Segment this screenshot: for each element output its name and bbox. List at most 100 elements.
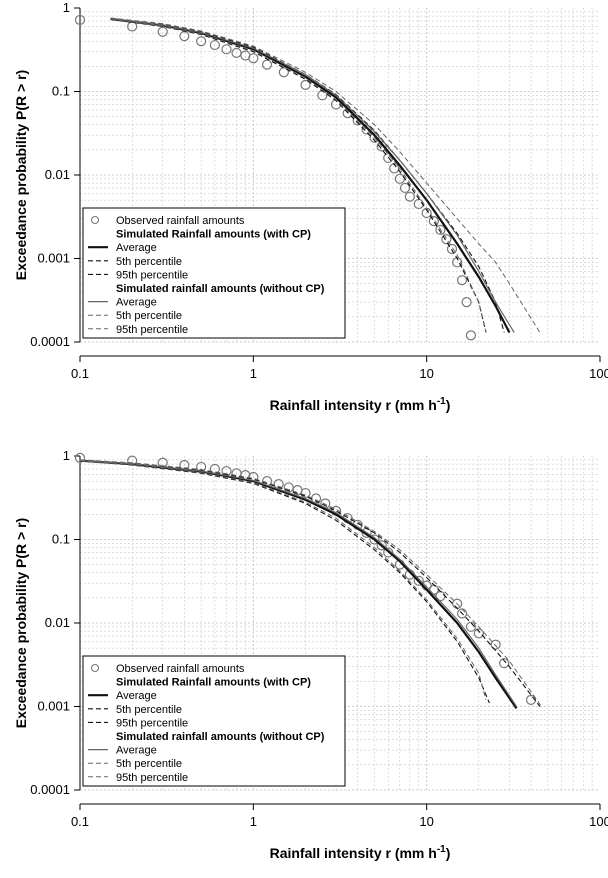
- x-tick-label: 0.1: [71, 366, 89, 381]
- data-point-observed: [300, 487, 311, 499]
- legend-cp-p5-label: 5th percentile: [116, 256, 182, 268]
- data-point-observed: [490, 639, 501, 650]
- x-tick-label: 100: [589, 814, 608, 829]
- series-line-nocp-p5: [79, 460, 487, 701]
- legend-cp-p95-label: 95th percentile: [116, 269, 188, 281]
- legend-box: [82, 655, 346, 787]
- x-axis-title-tail: ): [446, 845, 451, 861]
- y-tick-label: 0.0001: [30, 782, 70, 797]
- data-point-observed: [473, 628, 484, 639]
- legend-observed-label: Observed rainfall amounts: [116, 663, 245, 675]
- axes: 0.1 1 10 100 1 0.1 0.01 0.001 0.0001 Rainfall int…: [13, 448, 608, 861]
- legend-nocp-p5-label: 5th percentile: [116, 758, 182, 770]
- exceedance-chart-bottom: 0.1 1 10 100 1 0.1 0.01 0.001 0.0001 Rainfall int…: [13, 448, 608, 861]
- x-tick-label: 10: [419, 814, 433, 829]
- data-point-observed: [361, 124, 372, 135]
- y-tick-label: 1: [63, 448, 70, 463]
- y-tick-label: 0.001: [37, 251, 70, 266]
- data-point-observed: [179, 31, 190, 42]
- legend-nocp-p95-label: 95th percentile: [116, 324, 188, 336]
- series-line-nocp-average: [110, 17, 515, 333]
- axes: 0.1 1 10 100 1 0.1 0.01 0.001 0.0001 Rainfall int…: [13, 0, 608, 413]
- x-axis-title-main: Rainfall intensity r (mm h: [270, 397, 437, 413]
- x-axis-title-main: Rainfall intensity r (mm h: [270, 845, 437, 861]
- y-tick-label: 1: [63, 0, 70, 15]
- data-point-observed: [209, 39, 220, 51]
- series-line-cp-p5: [79, 460, 490, 704]
- legend: Observed rainfall amounts Simulated Rainf…: [82, 655, 346, 787]
- series-line-nocp-p95: [110, 17, 541, 333]
- legend-group-cp-label: Simulated Rainfall amounts (with CP): [116, 677, 311, 689]
- x-tick-label: 0.1: [71, 814, 89, 829]
- data-point-observed: [383, 547, 394, 558]
- x-axis-title: Rainfall intensity r (mm h-1): [270, 844, 451, 861]
- legend-group-nocp-label: Simulated rainfall amounts (without CP): [116, 731, 325, 743]
- data-point-observed: [283, 482, 294, 493]
- series-line-cp-p95: [110, 17, 505, 333]
- x-axis-title-tail: ): [446, 397, 451, 413]
- x-axis-title-sup: -1: [437, 844, 446, 855]
- legend-marker-observed: [90, 663, 100, 673]
- y-tick-label: 0.01: [45, 167, 70, 182]
- data-point-observed: [399, 182, 411, 194]
- legend-nocp-p5-label: 5th percentile: [116, 310, 182, 322]
- exceedance-chart-top: 0.1 1 10 100 1 0.1 0.01 0.001 0.0001 Rainfall int…: [13, 0, 608, 413]
- series-line-nocp-average: [79, 460, 518, 707]
- data-point-observed: [278, 67, 289, 78]
- data-point-observed: [441, 234, 452, 245]
- y-axis-title: Exceedance probability P(R > r): [13, 70, 29, 280]
- data-point-observed: [261, 59, 273, 70]
- data-point-observed: [435, 224, 446, 236]
- legend-marker-observed: [90, 215, 100, 225]
- legend-cp-p95-label: 95th percentile: [116, 717, 188, 729]
- data-point-observed: [465, 330, 477, 341]
- legend: Observed rainfall amounts Simulated Rainf…: [82, 207, 346, 339]
- series-group: [74, 452, 542, 710]
- chart-panel-top: 0.1 1 10 100 1 0.1 0.01 0.001 0.0001 Rainfall int…: [0, 0, 608, 430]
- data-point-observed: [465, 621, 477, 632]
- chart-panel-bottom: 0.1 1 10 100 1 0.1 0.01 0.001 0.0001 Rainfall int…: [0, 448, 608, 878]
- data-point-observed: [456, 275, 468, 286]
- y-tick-label: 0.01: [45, 615, 70, 630]
- data-point-observed: [74, 452, 86, 463]
- data-point-observed: [413, 575, 424, 586]
- y-tick-label: 0.1: [52, 84, 70, 99]
- data-point-observed: [157, 26, 168, 37]
- data-point-observed: [404, 191, 415, 202]
- data-point-observed: [221, 44, 232, 55]
- y-axis-title: Exceedance probability P(R > r): [13, 518, 29, 728]
- x-tick-label: 10: [419, 366, 433, 381]
- series-line-nocp-p5: [110, 18, 487, 333]
- y-tick-label: 0.0001: [30, 334, 70, 349]
- series-line-nocp-p95: [79, 459, 542, 707]
- x-axis-title-sup: -1: [437, 396, 446, 407]
- legend-cp-p5-label: 5th percentile: [116, 704, 182, 716]
- legend-group-cp-label: Simulated Rainfall amounts (with CP): [116, 229, 311, 241]
- legend-box: [82, 207, 346, 339]
- data-point-observed: [428, 216, 439, 227]
- data-point-observed: [376, 141, 387, 152]
- series-line-cp-average: [110, 17, 511, 334]
- y-tick-label: 0.001: [37, 699, 70, 714]
- x-tick-label: 100: [589, 366, 608, 381]
- legend-nocp-average-label: Average: [116, 297, 157, 309]
- legend-group-nocp-label: Simulated rainfall amounts (without CP): [116, 283, 325, 295]
- x-tick-label: 1: [250, 366, 257, 381]
- legend-observed-label: Observed rainfall amounts: [116, 215, 245, 227]
- data-point-observed: [376, 540, 387, 551]
- legend-cp-average-label: Average: [116, 242, 157, 254]
- legend-nocp-p95-label: 95th percentile: [116, 772, 188, 784]
- data-point-observed: [300, 79, 311, 90]
- legend-cp-average-label: Average: [116, 690, 157, 702]
- y-tick-label: 0.1: [52, 532, 70, 547]
- data-point-observed: [196, 36, 207, 47]
- data-point-observed: [461, 297, 472, 308]
- series-line-cp-p5: [110, 18, 487, 333]
- x-axis-title: Rainfall intensity r (mm h-1): [270, 396, 451, 413]
- data-point-observed: [446, 243, 458, 255]
- data-point-observed: [74, 14, 86, 26]
- data-point-observed: [369, 534, 380, 545]
- x-tick-label: 1: [250, 814, 257, 829]
- data-point-observed: [499, 658, 510, 669]
- series-group: [74, 14, 541, 341]
